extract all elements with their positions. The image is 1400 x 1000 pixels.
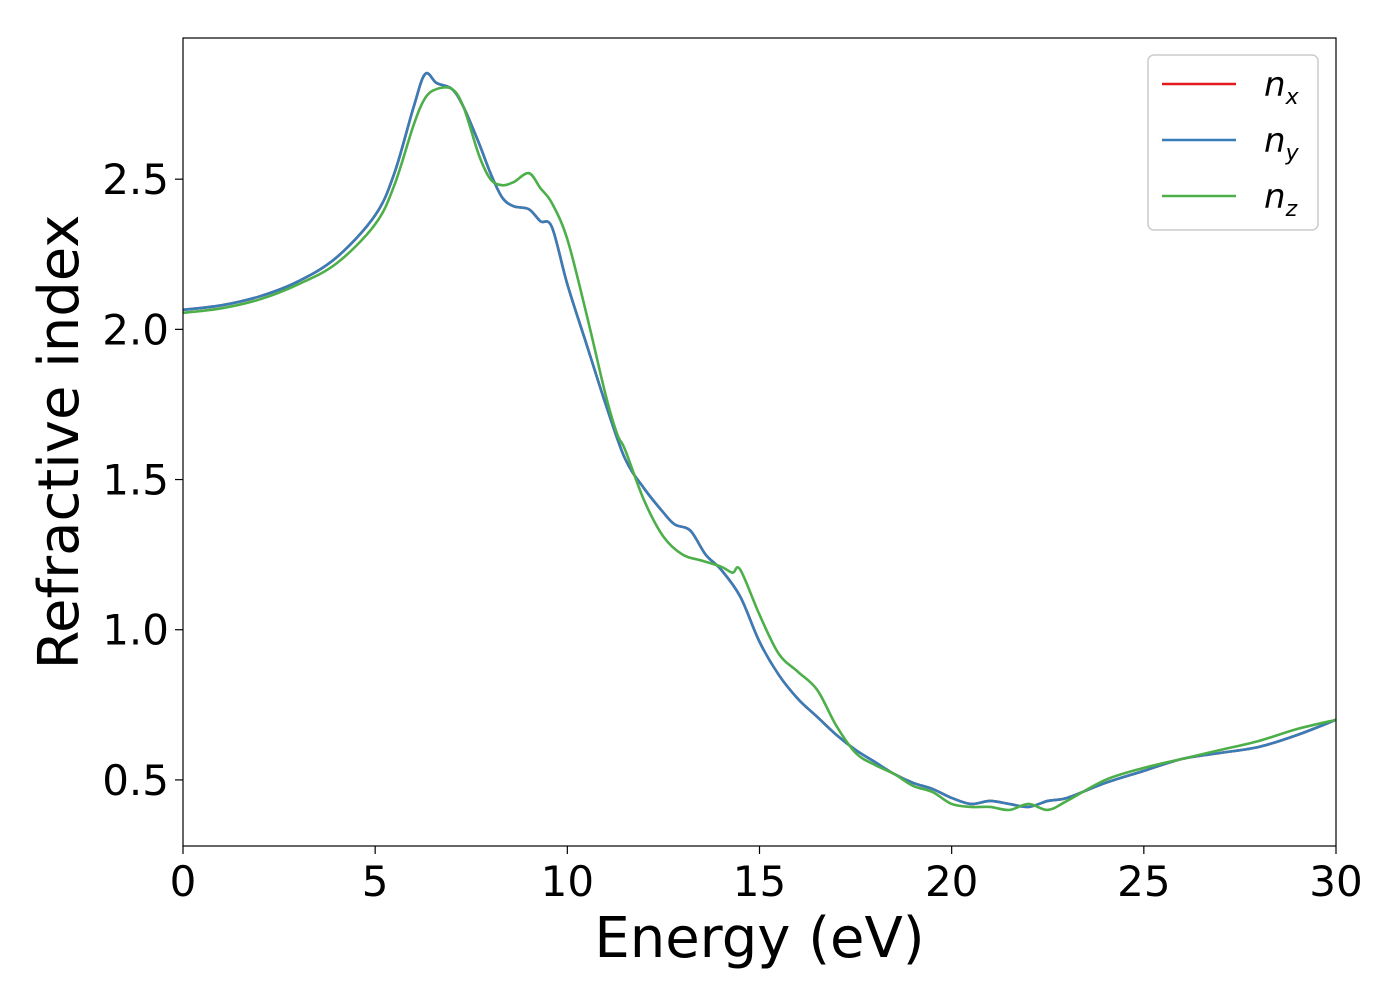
y-tick-label: 0.5 <box>102 756 169 805</box>
series-lines <box>182 71 1337 812</box>
y-axis-ticks: 0.5 1.0 1.5 2.0 2.5 <box>102 155 183 805</box>
x-tick-label: 5 <box>362 857 389 906</box>
x-tick-label: 25 <box>1117 857 1170 906</box>
y-tick-label: 1.0 <box>102 606 169 655</box>
series-line-ny <box>182 71 1337 809</box>
legend: nx ny nz <box>1147 54 1319 231</box>
x-tick-label: 0 <box>170 857 197 906</box>
legend-label-nx: nx <box>1264 65 1300 110</box>
y-tick-label: 2.5 <box>102 155 169 204</box>
x-tick-label: 10 <box>541 857 594 906</box>
plot-background <box>183 38 1336 846</box>
x-tick-label: 15 <box>733 857 786 906</box>
legend-label-ny: ny <box>1264 121 1300 166</box>
x-tick-label: 20 <box>925 857 978 906</box>
x-tick-label: 30 <box>1309 857 1362 906</box>
x-axis-ticks: 0 5 10 15 20 25 30 <box>170 846 1363 906</box>
legend-label-nz: nz <box>1264 177 1298 222</box>
y-tick-label: 2.0 <box>102 305 169 354</box>
y-tick-label: 1.5 <box>102 456 169 505</box>
series-line-nz <box>182 86 1337 812</box>
legend-box <box>1147 54 1319 231</box>
y-axis-label: Refractive index <box>27 215 92 670</box>
x-axis-label: Energy (eV) <box>594 906 924 971</box>
